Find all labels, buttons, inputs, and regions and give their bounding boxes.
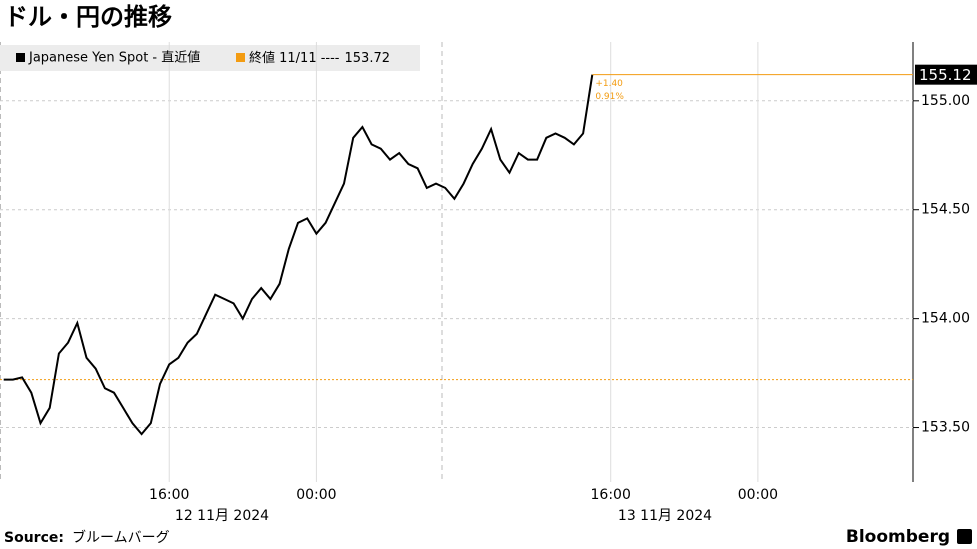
last-value-box: [915, 64, 977, 85]
legend-swatch: [236, 53, 245, 62]
change-annotation: 0.91%: [595, 92, 624, 102]
date-label: 13 11月 2024: [618, 508, 712, 524]
x-tick-label: 00:00: [296, 487, 336, 503]
legend-label: Japanese Yen Spot - 直近値: [28, 50, 200, 66]
y-tick-label: 154.50: [921, 202, 970, 218]
x-tick-label: 16:00: [591, 487, 631, 503]
chart-title: ドル・円の推移: [4, 3, 172, 31]
legend-label: 終値 11/11 ---- 153.72: [249, 50, 390, 66]
legend-reference-value: 153.72: [345, 51, 391, 66]
y-tick-label: 154.00: [921, 311, 970, 327]
x-tick-label: 16:00: [149, 487, 189, 503]
brand-icon: [957, 529, 972, 544]
last-value-label: 155.12: [919, 66, 972, 84]
legend-box: [0, 45, 420, 71]
brand: Bloomberg: [846, 527, 950, 547]
date-label: 12 11月 2024: [175, 508, 269, 524]
source-label: Source:: [4, 530, 64, 546]
price-line: [3, 74, 594, 436]
legend-reference-name: 終値 11/11 ----: [249, 50, 340, 66]
y-tick-label: 153.50: [921, 420, 970, 436]
source: ブルームバーグ: [72, 529, 170, 546]
x-tick-label: 00:00: [738, 487, 778, 503]
legend-swatch: [16, 53, 25, 62]
change-annotation: +1.40: [595, 79, 623, 89]
y-tick-label: 155.00: [921, 93, 970, 109]
